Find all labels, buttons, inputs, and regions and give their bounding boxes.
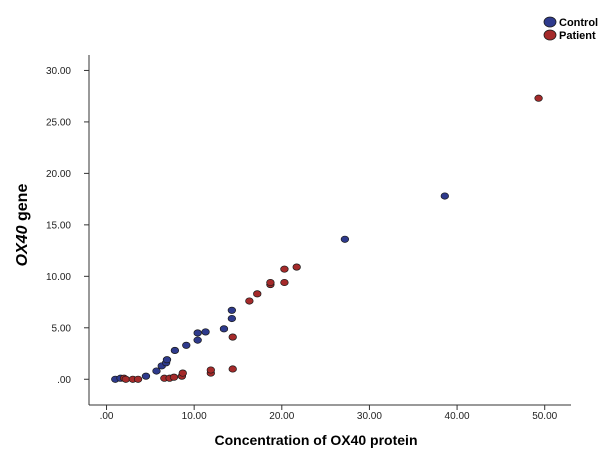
x-tick-label: 10.00	[182, 411, 207, 422]
legend-label-control: Control	[559, 17, 598, 29]
y-axis-title-rest: gene	[14, 184, 31, 226]
patient-point	[178, 369, 187, 377]
patient-point	[266, 278, 275, 287]
patient-point	[292, 263, 301, 271]
patient-point	[228, 333, 237, 341]
x-tick-label: 20.00	[269, 411, 294, 422]
patient-point	[280, 265, 289, 273]
control-point	[193, 329, 202, 337]
patient-point	[253, 290, 262, 298]
x-axis-title: Concentration of OX40 protein	[214, 432, 417, 448]
y-tick-label: .00	[57, 375, 71, 386]
legend-item-control: Control	[543, 16, 598, 29]
y-axis-title-italic: OX40	[14, 225, 31, 266]
x-tick-label: 40.00	[445, 411, 470, 422]
control-point	[162, 356, 172, 364]
x-ticks: .00 10.00 20.00 30.00 40.00 50.00	[100, 405, 558, 422]
y-tick-label: 5.00	[52, 323, 72, 334]
legend: Control Patient	[543, 16, 598, 42]
patient-point	[534, 94, 543, 102]
data-points	[111, 94, 543, 383]
y-tick-label: 20.00	[46, 169, 71, 180]
control-point	[182, 341, 191, 349]
patient-point	[228, 365, 237, 373]
y-ticks: .00 5.00 10.00 15.00 20.00 25.00 30.00	[46, 66, 89, 386]
legend-marker-control	[543, 16, 557, 28]
axes	[88, 55, 571, 406]
y-tick-label: 30.00	[46, 66, 71, 77]
legend-item-patient: Patient	[543, 29, 596, 42]
patient-point	[133, 375, 143, 383]
control-point	[201, 328, 210, 336]
control-point	[141, 372, 151, 380]
x-tick-label: 50.00	[532, 411, 557, 422]
control-point	[193, 336, 202, 344]
control-point	[227, 314, 236, 323]
patient-point	[280, 278, 289, 287]
legend-marker-patient	[543, 29, 557, 41]
patient-point	[245, 297, 254, 305]
legend-label-patient: Patient	[559, 30, 596, 42]
control-point	[170, 346, 180, 354]
control-point	[152, 367, 161, 375]
patient-point	[206, 366, 215, 374]
patient-point	[121, 375, 130, 383]
y-tick-label: 25.00	[46, 117, 71, 128]
patient-point	[169, 373, 179, 381]
y-axis-title: OX40 gene	[14, 184, 31, 267]
control-point	[227, 306, 236, 314]
y-tick-label: 10.00	[46, 272, 71, 283]
x-tick-label: 30.00	[357, 411, 382, 422]
control-point	[340, 235, 350, 243]
x-tick-label: .00	[100, 411, 114, 422]
control-point	[440, 192, 449, 200]
control-point	[219, 325, 229, 333]
y-tick-label: 15.00	[46, 220, 71, 231]
